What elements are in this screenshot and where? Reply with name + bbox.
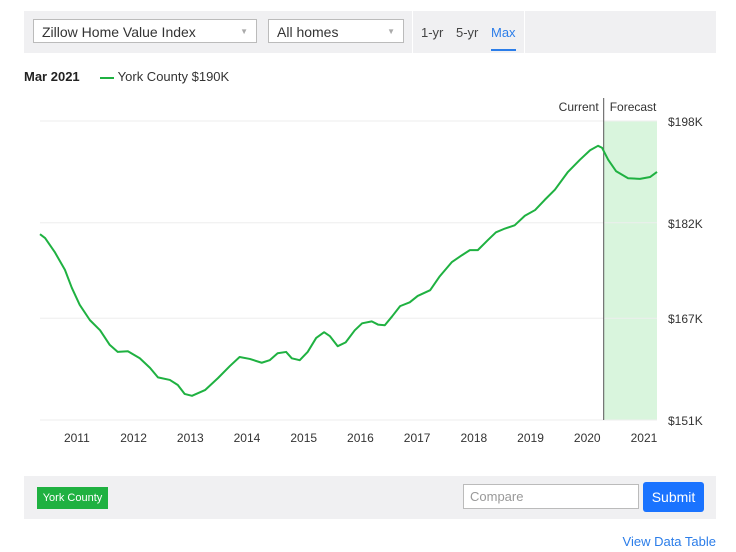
toolbar: Zillow Home Value Index ▼ All homes ▼ 1-yr… [24,11,716,53]
series-line-york-county [39,144,658,397]
home-type-select[interactable]: All homes ▼ [268,19,404,43]
x-tick-label: 2019 [517,431,544,445]
forecast-band [603,121,657,420]
chevron-down-icon: ▼ [240,27,248,36]
metric-select-value: Zillow Home Value Index [42,24,196,40]
divider [524,11,525,53]
x-tick-label: 2021 [631,431,658,445]
submit-button[interactable]: Submit [643,482,704,512]
x-tick-label: 2020 [574,431,601,445]
divider [412,11,413,53]
current-label: Current [559,100,600,114]
y-tick-label: $198K [668,115,703,129]
legend-series-label: York County $190K [117,69,230,84]
y-tick-label: $167K [668,312,703,326]
view-data-table-link[interactable]: View Data Table [622,534,716,549]
compare-input[interactable]: Compare [463,484,639,509]
compare-bar: York County Compare Submit [24,476,716,519]
legend-date: Mar 2021 [24,69,80,84]
x-tick-label: 2013 [177,431,204,445]
home-type-select-value: All homes [277,24,339,40]
y-tick-label: $182K [668,217,703,231]
region-badge[interactable]: York County [37,487,108,509]
x-tick-label: 2012 [120,431,147,445]
forecast-label: Forecast [610,100,657,114]
tab-5-yr[interactable]: 5-yr [456,25,479,40]
legend-line-swatch [99,76,114,79]
x-tick-label: 2015 [290,431,317,445]
chevron-down-icon: ▼ [387,27,395,36]
x-tick-label: 2017 [404,431,431,445]
x-tick-label: 2016 [347,431,374,445]
tab-1-yr[interactable]: 1-yr [421,25,444,40]
metric-select[interactable]: Zillow Home Value Index ▼ [33,19,257,43]
tab-max[interactable]: Max [491,25,516,51]
chart: $198K $182K $167K $151K 2011 2012 2013 2014 2015… [39,98,703,445]
chart-legend: Mar 2021 York County $190K [24,69,229,84]
x-tick-label: 2011 [64,431,90,445]
x-tick-label: 2014 [234,431,261,445]
y-tick-label: $151K [668,414,703,428]
x-tick-label: 2018 [460,431,487,445]
